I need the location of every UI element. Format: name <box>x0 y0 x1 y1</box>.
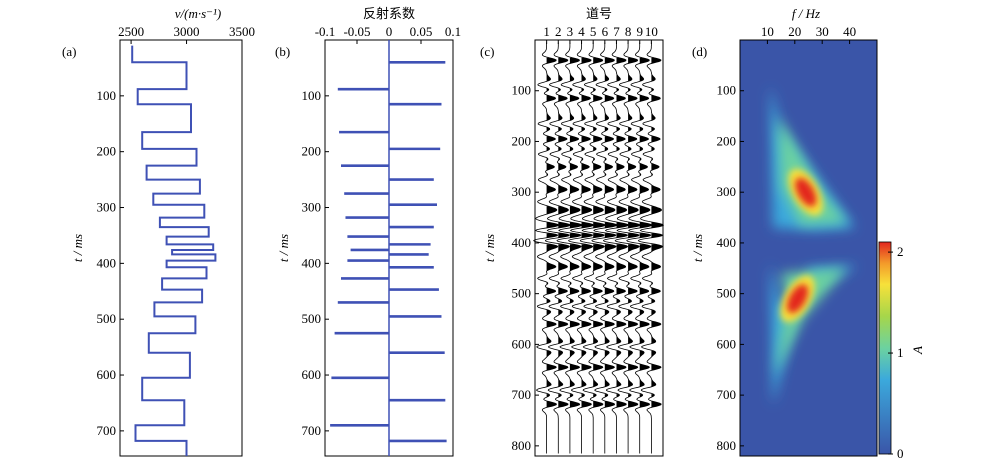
c-ytick-label: 600 <box>512 336 532 351</box>
panel-a-label: (a) <box>62 44 76 59</box>
a-ytick-label: 500 <box>97 311 117 326</box>
b-xtick-label: 0.1 <box>445 24 461 39</box>
panel-c-frame <box>534 39 664 457</box>
panel-c: (c) 道号 t / ms 1 2 3 4 5 6 7 8 9 10 100 200 300 400 50… <box>480 6 665 457</box>
panel-c-label: (c) <box>480 44 494 59</box>
seismic-trace <box>568 42 595 454</box>
a-xtick-label: 3500 <box>229 24 255 39</box>
b-xtick-label: -0.1 <box>315 24 336 39</box>
spectral-blob-lower <box>770 263 858 406</box>
b-ytick-label: 700 <box>302 423 322 438</box>
panel-a: (a) v/(m·s⁻¹) t / ms 2500 3000 3500 100 200… <box>62 6 255 457</box>
panel-c-xlabel: 道号 <box>586 6 612 21</box>
c-xtick-label: 9 <box>636 24 643 39</box>
seismic-trace <box>637 42 665 454</box>
c-ytick-label: 800 <box>512 438 532 453</box>
c-xtick-label: 10 <box>645 24 658 39</box>
a-xtick-label: 3000 <box>174 24 200 39</box>
d-ytick-label: 800 <box>717 438 737 453</box>
blob-peak <box>795 177 817 207</box>
d-xtick-label: 10 <box>761 24 774 39</box>
a-ytick-label: 400 <box>97 255 117 270</box>
seismic-trace <box>626 42 653 454</box>
spectral-blob-upper <box>770 85 856 231</box>
seismic-trace <box>614 42 641 454</box>
c-xtick-label: 6 <box>602 24 609 39</box>
c-xtick-label: 4 <box>578 24 585 39</box>
d-xtick-label: 30 <box>816 24 829 39</box>
d-ytick-label: 100 <box>717 83 737 98</box>
velocity-curve <box>131 45 217 456</box>
colorbar <box>878 241 892 455</box>
b-ytick-label: 400 <box>302 255 322 270</box>
b-ytick-label: 600 <box>302 367 322 382</box>
c-ytick-label: 300 <box>512 184 532 199</box>
b-ytick-label: 300 <box>302 200 322 215</box>
b-xtick-label: -0.05 <box>343 24 370 39</box>
colorbar-tick-label: 1 <box>897 345 904 360</box>
blob-peak <box>786 284 809 314</box>
panel-b-label: (b) <box>275 44 290 59</box>
c-xtick-label: 2 <box>555 24 562 39</box>
panel-d-frame <box>739 39 878 457</box>
c-ytick-label: 500 <box>512 286 532 301</box>
b-ytick-label: 100 <box>302 88 322 103</box>
c-xtick-label: 1 <box>543 24 550 39</box>
b-ytick-label: 200 <box>302 144 322 159</box>
a-ytick-label: 300 <box>97 200 117 215</box>
seismic-trace <box>533 42 560 454</box>
seismic-trace <box>556 42 583 454</box>
c-ytick-label: 200 <box>512 133 532 148</box>
d-xtick-label: 20 <box>788 24 801 39</box>
a-ytick-label: 600 <box>97 367 117 382</box>
d-ytick-label: 300 <box>717 184 737 199</box>
c-ytick-label: 700 <box>512 387 532 402</box>
panel-b-xlabel: 反射系数 <box>363 6 415 21</box>
panel-a-frame <box>119 39 243 457</box>
c-xtick-label: 7 <box>613 24 620 39</box>
panel-c-ylabel: t / ms <box>482 234 497 262</box>
panel-b-ylabel: t / ms <box>276 234 291 262</box>
seismic-trace <box>591 42 618 454</box>
panel-b: (b) 反射系数 t / ms -0.1 -0.05 0 0.05 0.1 100 200… <box>275 6 461 457</box>
a-ytick-label: 200 <box>97 144 117 159</box>
b-xtick-label: 0 <box>386 24 393 39</box>
c-xtick-label: 3 <box>567 24 574 39</box>
a-ytick-label: 100 <box>97 88 117 103</box>
a-ytick-label: 700 <box>97 423 117 438</box>
a-xtick-label: 2500 <box>118 24 144 39</box>
c-xtick-label: 5 <box>590 24 597 39</box>
d-xtick-label: 40 <box>843 24 856 39</box>
d-ytick-label: 200 <box>717 133 737 148</box>
panel-d-xlabel: f / Hz <box>792 6 820 21</box>
panel-d-background <box>740 40 877 456</box>
colorbar-label: A <box>910 346 925 355</box>
panel-a-xlabel: v/(m·s⁻¹) <box>175 6 222 21</box>
seismic-trace <box>544 42 571 454</box>
panel-d-ylabel: t / ms <box>690 234 705 262</box>
b-xtick-label: 0.05 <box>410 24 433 39</box>
seismic-trace <box>579 42 606 454</box>
d-ytick-label: 600 <box>717 336 737 351</box>
panel-d: (d) f / Hz t / ms 10 20 30 40 1002003004005… <box>690 6 925 461</box>
d-ytick-label: 400 <box>717 235 737 250</box>
panel-a-ylabel: t / ms <box>70 234 85 262</box>
colorbar-tick-label: 2 <box>897 244 904 259</box>
c-ytick-label: 100 <box>512 83 532 98</box>
seismic-trace <box>602 42 630 454</box>
d-ytick-label: 700 <box>717 387 737 402</box>
c-xtick-label: 8 <box>625 24 632 39</box>
d-ytick-label: 500 <box>717 286 737 301</box>
colorbar-tick-label: 0 <box>897 446 904 461</box>
b-ytick-label: 500 <box>302 311 322 326</box>
panel-d-label: (d) <box>692 44 707 59</box>
c-ytick-label: 400 <box>512 235 532 250</box>
